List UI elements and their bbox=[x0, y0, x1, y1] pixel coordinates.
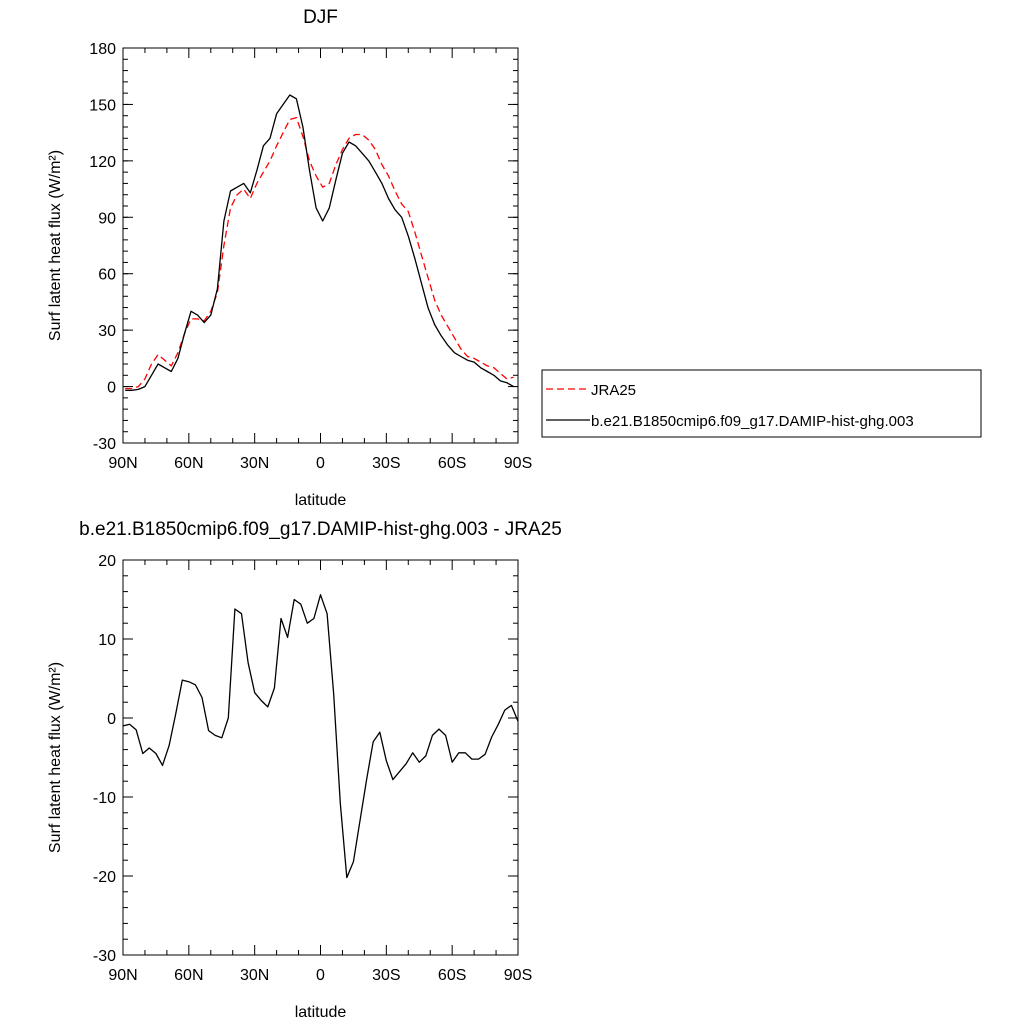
series-line-0 bbox=[122, 594, 519, 879]
y-tick-label: -30 bbox=[93, 948, 116, 965]
x-tick-label: 60S bbox=[438, 455, 466, 472]
x-tick-label: 90N bbox=[108, 455, 137, 472]
plot-frame bbox=[122, 47, 519, 444]
x-tick-label: 0 bbox=[316, 967, 325, 984]
x-tick-label: 30N bbox=[240, 967, 269, 984]
x-tick-label: 90S bbox=[504, 967, 532, 984]
x-tick-label: 0 bbox=[316, 455, 325, 472]
x-tick-label: 90N bbox=[108, 967, 137, 984]
y-tick-label: 20 bbox=[98, 553, 116, 570]
y-tick-label: 0 bbox=[107, 380, 116, 397]
x-tick-label: 60S bbox=[438, 967, 466, 984]
series-line-0 bbox=[125, 116, 514, 390]
x-tick-label: 90S bbox=[504, 455, 532, 472]
legend: JRA25 b.e21.B1850cmip6.f09_g17.DAMIP-hist… bbox=[541, 369, 982, 438]
legend-box bbox=[541, 369, 982, 438]
y-tick-label: 30 bbox=[98, 323, 116, 340]
legend-label-0: JRA25 bbox=[591, 382, 636, 399]
x-tick-label: 30N bbox=[240, 455, 269, 472]
x-tick-label: 30S bbox=[372, 967, 400, 984]
y-tick-label: 60 bbox=[98, 267, 116, 284]
chart-title: b.e21.B1850cmip6.f09_g17.DAMIP-hist-ghg.… bbox=[79, 519, 562, 540]
series-line-1 bbox=[125, 94, 514, 391]
x-axis-label: latitude bbox=[295, 1004, 347, 1021]
bottom-panel-difference: b.e21.B1850cmip6.f09_g17.DAMIP-hist-ghg.… bbox=[47, 519, 562, 1021]
y-tick-label: 120 bbox=[89, 154, 116, 171]
y-axis-label: Surf latent heat flux (W/m²) bbox=[47, 662, 64, 853]
y-tick-label: 10 bbox=[98, 632, 116, 649]
y-tick-label: -20 bbox=[93, 869, 116, 886]
y-tick-label: 90 bbox=[98, 210, 116, 227]
chart-title: DJF bbox=[303, 7, 338, 28]
legend-label-1: b.e21.B1850cmip6.f09_g17.DAMIP-hist-ghg.… bbox=[591, 413, 914, 430]
x-axis-label: latitude bbox=[295, 492, 347, 509]
x-tick-label: 30S bbox=[372, 455, 400, 472]
plot-frame bbox=[122, 559, 519, 956]
y-tick-label: 180 bbox=[89, 41, 116, 58]
x-tick-label: 60N bbox=[174, 455, 203, 472]
y-axis-label: Surf latent heat flux (W/m²) bbox=[47, 150, 64, 341]
y-tick-label: -10 bbox=[93, 790, 116, 807]
y-tick-label: -30 bbox=[93, 436, 116, 453]
y-tick-label: 150 bbox=[89, 97, 116, 114]
x-tick-label: 60N bbox=[174, 967, 203, 984]
top-panel-djf: DJF 90N 60N 30N 0 30S 60S 90S -30 0 30 60 90 120 150 18… bbox=[47, 7, 532, 509]
y-tick-label: 0 bbox=[107, 711, 116, 728]
